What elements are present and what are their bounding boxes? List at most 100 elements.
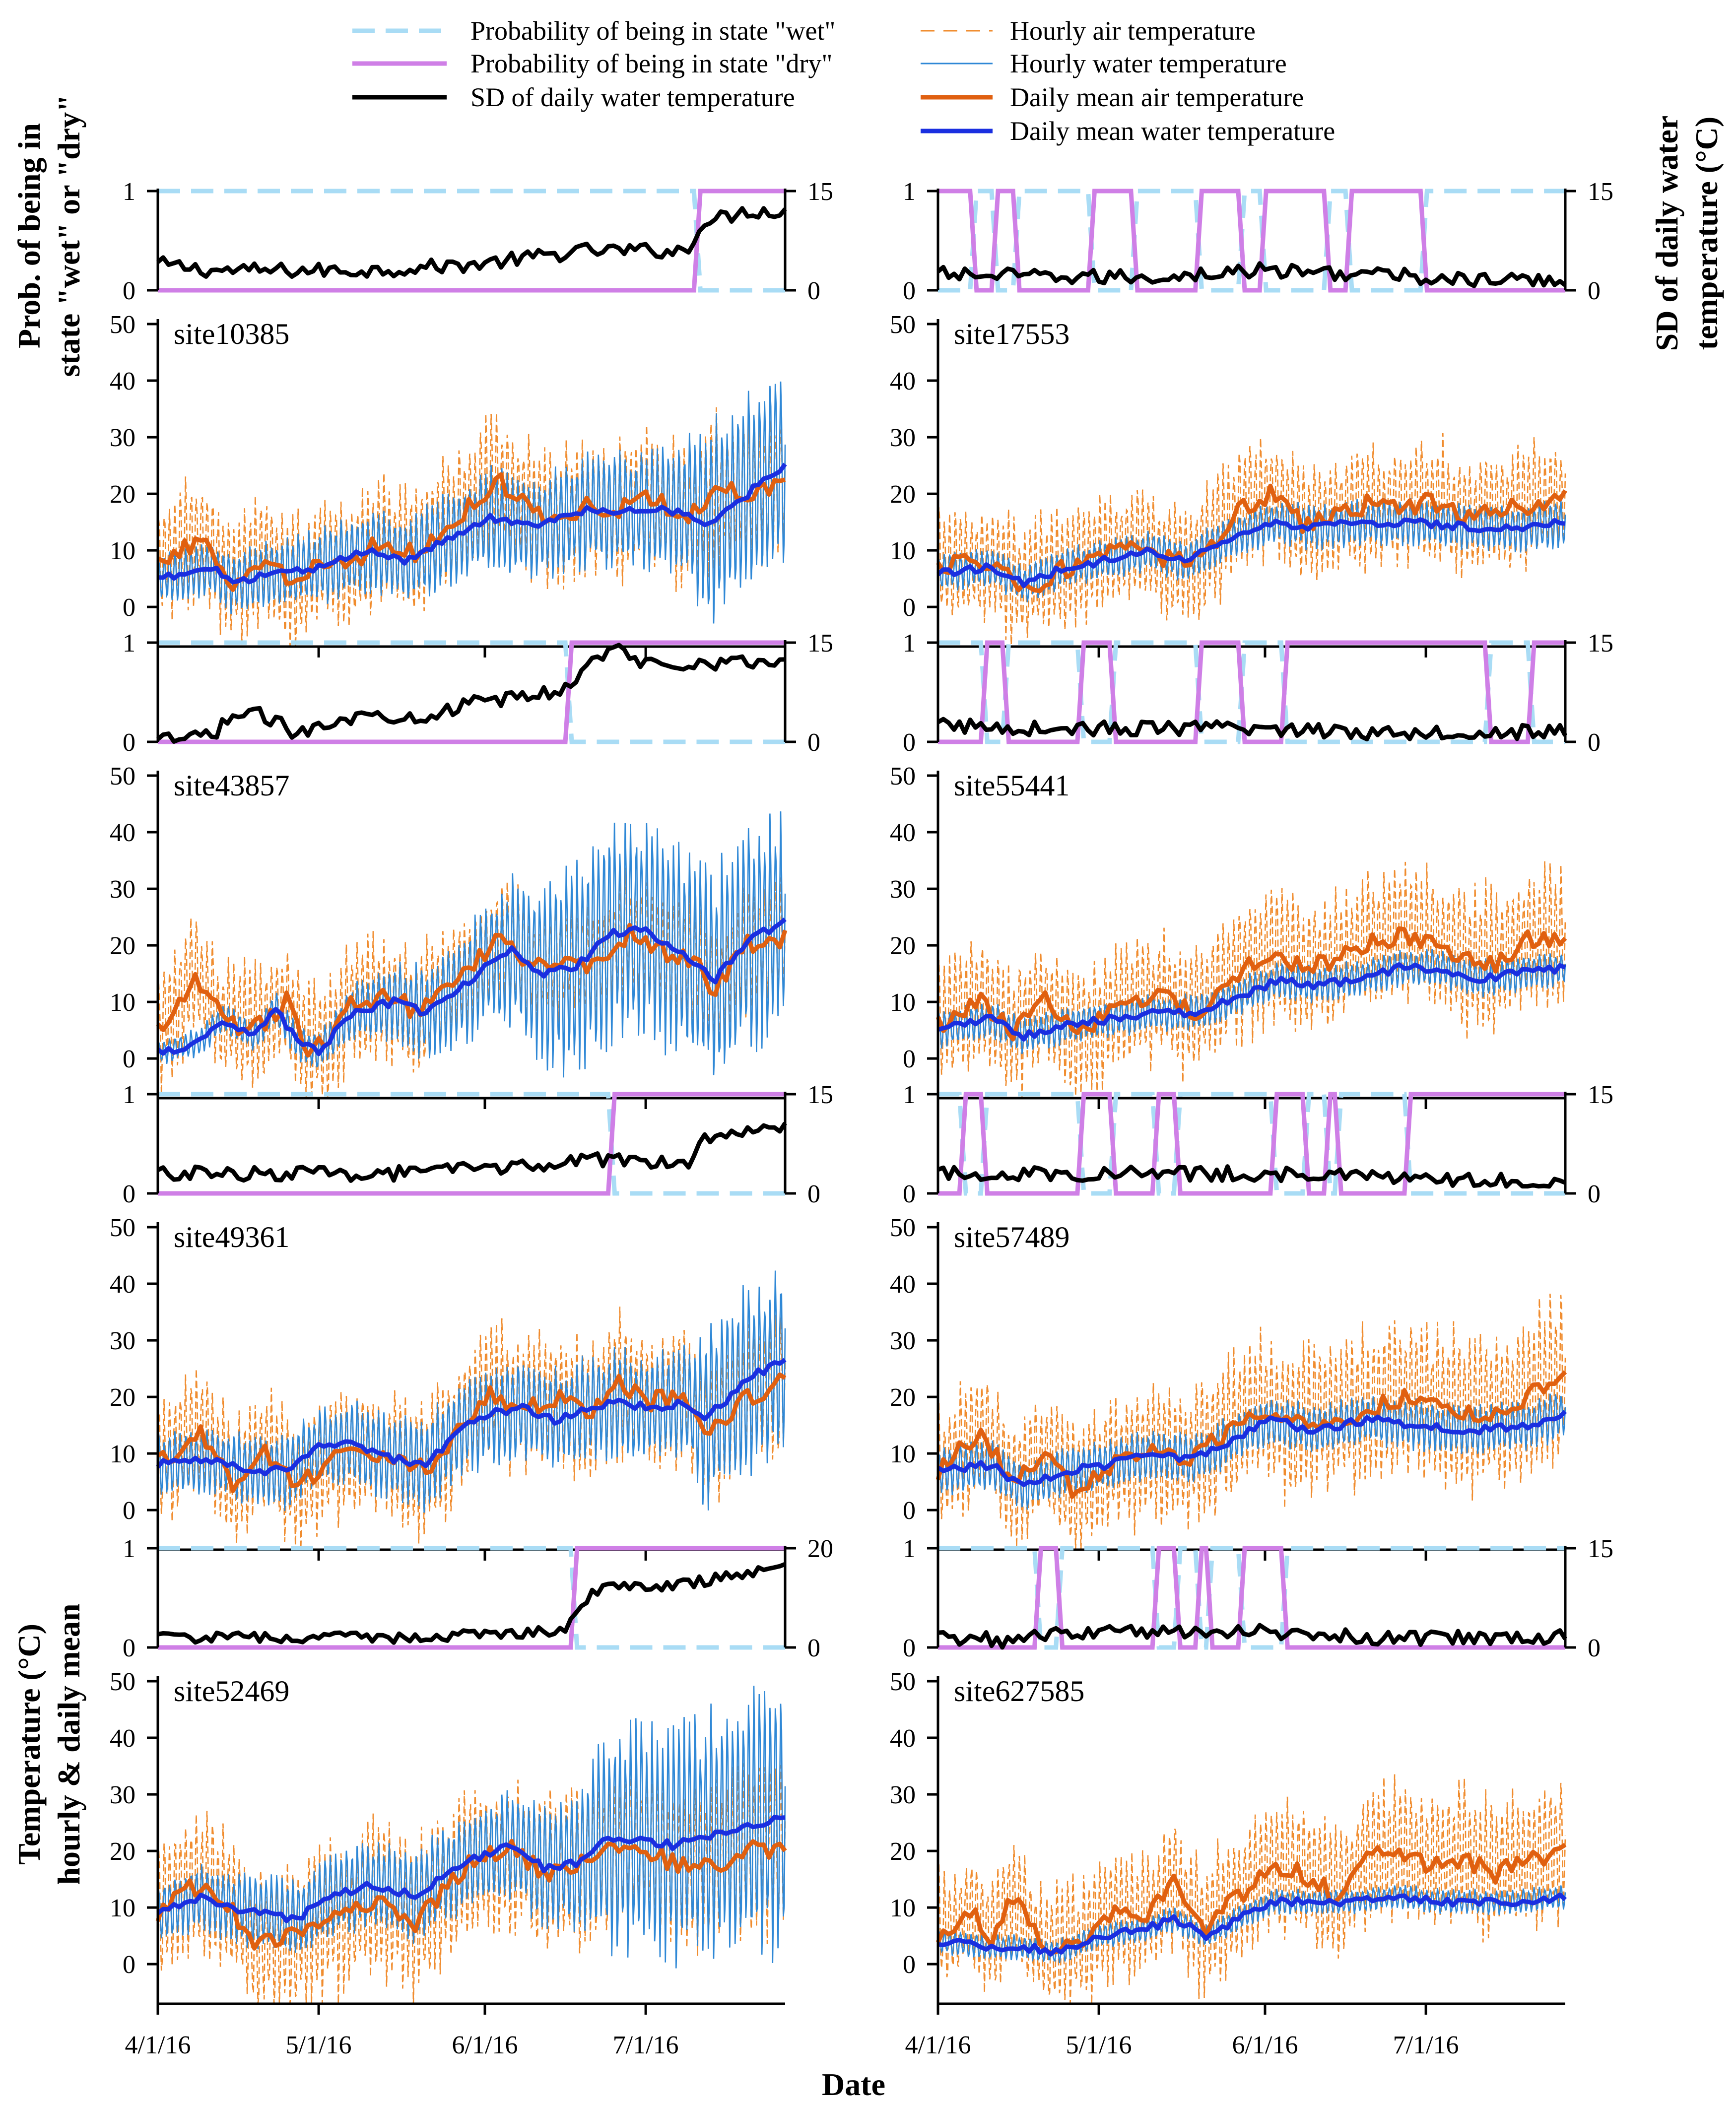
sd-tick-label: 0: [807, 728, 820, 757]
temp-tick-label: 40: [110, 367, 135, 395]
panel-site52469: 0 0 1 20 0 10 20 30 40 50 4/1/16 5/1/16 6/1/16 7/1/16…: [110, 1535, 833, 2059]
temp-tick-label: 40: [110, 1724, 135, 1753]
legend-label-dry: Probability of being in state "dry": [470, 49, 832, 78]
date-tick-label: 4/1/16: [125, 2031, 191, 2059]
temp-tick-label: 10: [890, 1440, 916, 1468]
sd-tick-label: 15: [1588, 1535, 1613, 1563]
date-tick-label: 5/1/16: [286, 2031, 352, 2059]
temp-tick-label: 20: [890, 932, 916, 960]
temp-tick-label: 10: [110, 1440, 135, 1468]
legend-label-water-hourly: Hourly water temperature: [1010, 49, 1287, 78]
daily-water-temp-line: [157, 462, 787, 585]
prob-tick-label: 0: [903, 728, 916, 757]
dry-probability-line: [158, 189, 785, 293]
dry-probability-line: [158, 1546, 785, 1650]
date-tick-label: 4/1/16: [905, 2031, 971, 2059]
temp-tick-label: 20: [110, 1383, 135, 1412]
temp-tick-label: 20: [890, 1838, 916, 1866]
temp-tick-label: 40: [890, 819, 916, 847]
prob-tick-label: 0: [903, 1180, 916, 1208]
panel-site55441: 0 0 1 15 0 10 20 30 40 50 site55441: [890, 629, 1613, 1109]
sd-axis-title-line2: temperature (°C): [1689, 117, 1724, 350]
prob-tick-label: 1: [903, 1081, 916, 1109]
site-label: site43857: [174, 769, 289, 802]
sd-tick-label: 0: [807, 1180, 820, 1208]
temp-tick-label: 30: [110, 1327, 135, 1355]
prob-tick-label: 1: [123, 1081, 135, 1109]
sd-tick-label: 0: [1588, 1634, 1601, 1662]
temp-tick-label: 20: [890, 480, 916, 509]
prob-tick-label: 1: [123, 178, 135, 206]
temp-tick-label: 10: [890, 537, 916, 565]
prob-tick-label: 1: [903, 178, 916, 206]
prob-panel: 0 0 1 15: [903, 1081, 1613, 1208]
date-tick-label: 6/1/16: [452, 2031, 518, 2059]
dry-probability-line: [938, 1546, 1565, 1650]
sd-tick-label: 0: [1588, 277, 1601, 305]
temp-tick-label: 40: [890, 1724, 916, 1753]
temp-panel: 0 10 20 30 40 50 site43857: [110, 762, 788, 1109]
temp-tick-label: 50: [890, 762, 916, 790]
sd-tick-label: 0: [1588, 728, 1601, 757]
temp-tick-label: 40: [890, 367, 916, 395]
sd-water-temp-line: [937, 1164, 1566, 1189]
temp-tick-label: 40: [890, 1270, 916, 1299]
prob-tick-label: 0: [123, 728, 135, 757]
temp-tick-label: 0: [903, 1951, 916, 1979]
daily-air-temp-line: [935, 1842, 1567, 1955]
prob-tick-label: 0: [123, 1180, 135, 1208]
sd-tick-label: 0: [1588, 1180, 1601, 1208]
prob-panel: 0 0 1 15: [123, 1081, 833, 1208]
axis-titles: Prob. of being in state "wet" or "dry" S…: [11, 94, 1724, 2102]
prob-panel: 0 0 1 15: [123, 178, 833, 305]
hourly-air-temp-line: [937, 1774, 1566, 2004]
daily-water-temp-line: [936, 1410, 1567, 1487]
daily-water-temp-line: [156, 918, 787, 1056]
prob-tick-label: 1: [903, 1535, 916, 1563]
temp-tick-label: 0: [123, 1951, 135, 1979]
legend-label-air-hourly: Hourly air temperature: [1010, 16, 1256, 46]
sd-tick-label: 15: [807, 629, 833, 657]
legend-label-air-daily: Daily mean air temperature: [1010, 82, 1304, 112]
daily-air-temp-line: [156, 472, 786, 592]
temp-axis-title-line1: Temperature (°C): [11, 1624, 47, 1865]
daily-air-temp-line: [155, 1839, 787, 1951]
prob-tick-label: 0: [123, 1634, 135, 1662]
sd-water-temp-line: [157, 1121, 787, 1183]
temp-tick-label: 0: [123, 593, 135, 622]
daily-water-temp-line: [156, 1815, 786, 1923]
temp-tick-label: 30: [890, 875, 916, 904]
sd-tick-label: 15: [807, 178, 833, 206]
wet-probability-line: [158, 1546, 785, 1650]
sd-water-temp-line: [936, 717, 1568, 742]
temp-panel: 0 10 20 30 40 50 site17553: [890, 311, 1567, 657]
temp-tick-label: 50: [110, 1668, 135, 1696]
temp-tick-label: 0: [903, 1497, 916, 1525]
daily-water-temp-line: [937, 962, 1566, 1042]
prob-panel: 0 0 1 15: [123, 629, 833, 757]
panel-site49361: 0 0 1 15 0 10 20 30 40 50 site49361: [110, 1081, 833, 1561]
panel-site43857: 0 0 1 15 0 10 20 30 40 50 site43857: [110, 629, 833, 1109]
date-tick-label: 7/1/16: [1393, 2031, 1459, 2059]
legend-label-sd: SD of daily water temperature: [470, 82, 795, 112]
legend: Probability of being in state "wet" Prob…: [352, 16, 1335, 146]
temp-tick-label: 50: [110, 762, 135, 790]
temp-tick-label: 30: [890, 1781, 916, 1809]
sd-tick-label: 15: [807, 1081, 833, 1109]
prob-panel: 0 0 1 15: [903, 629, 1613, 757]
temp-tick-label: 30: [890, 424, 916, 452]
temp-tick-label: 50: [890, 1214, 916, 1242]
prob-panel: 0 0 1 20: [123, 1535, 833, 1662]
hourly-water-temp-line: [157, 381, 786, 624]
x-axis-title: Date: [822, 2067, 885, 2102]
temp-tick-label: 30: [890, 1327, 916, 1355]
temp-tick-label: 50: [890, 1668, 916, 1696]
site-label: site57489: [954, 1221, 1069, 1253]
wet-probability-line: [158, 640, 785, 744]
daily-air-temp-line: [156, 1372, 787, 1494]
temp-tick-label: 10: [110, 988, 135, 1017]
sd-tick-label: 15: [1588, 1081, 1613, 1109]
date-tick-label: 5/1/16: [1066, 2031, 1132, 2059]
hourly-water-temp-line: [157, 1686, 786, 1969]
